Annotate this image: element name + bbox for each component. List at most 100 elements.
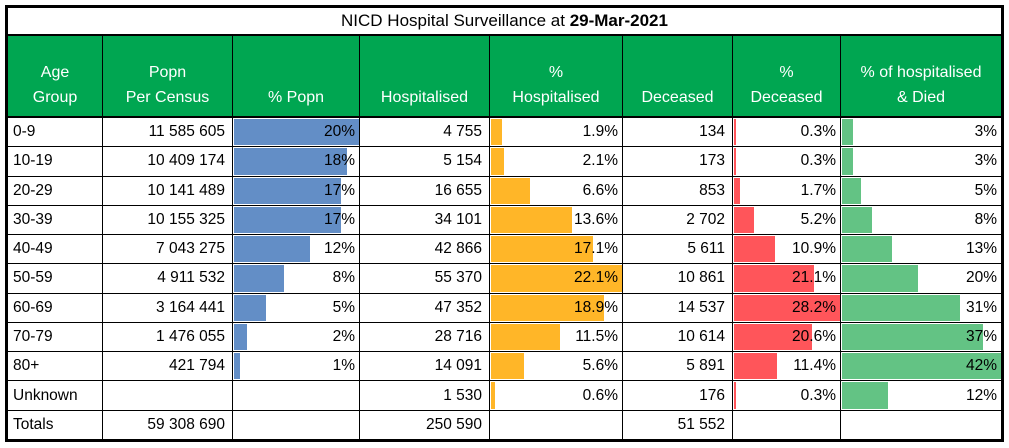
cell-pct_hosp[interactable]: 17.1% <box>490 235 623 264</box>
cell-pct_hosp_died[interactable]: 20% <box>841 264 1001 292</box>
cell-pct_dec[interactable]: 28.2% <box>733 293 841 322</box>
cell-popn[interactable]: 10 155 325 <box>103 205 233 235</box>
cell-pct_popn[interactable]: 18% <box>233 147 360 176</box>
cell-popn[interactable] <box>103 381 233 410</box>
cell-pct_hosp_died[interactable]: 3% <box>841 147 1001 175</box>
column-header-pct_dec[interactable]: % Deceased <box>733 36 841 116</box>
cell-pct_hosp[interactable]: 18.9% <box>490 293 623 322</box>
cell-pct_dec[interactable]: 21.1% <box>733 264 841 293</box>
cell-pct_dec[interactable]: 0.3% <box>733 381 841 410</box>
cell-age[interactable]: 50-59 <box>8 264 103 293</box>
cell-pct_hosp_died[interactable]: 3% <box>841 118 1001 146</box>
column-header-pct_hosp_died[interactable]: % of hospitalised & Died <box>860 63 982 107</box>
cell-hosp[interactable]: 250 590 <box>360 410 490 439</box>
cell-pct_hosp[interactable]: 22.1% <box>490 264 623 293</box>
cell-popn[interactable]: 10 141 489 <box>103 176 233 205</box>
cell-hosp[interactable]: 5 154 <box>360 147 490 176</box>
cell-popn[interactable]: 11 585 605 <box>103 118 233 147</box>
cell-popn[interactable]: 3 164 441 <box>103 293 233 322</box>
cell-pct_hosp[interactable] <box>490 410 623 439</box>
cell-age[interactable]: 70-79 <box>8 322 103 352</box>
cell-hosp[interactable]: 1 530 <box>360 381 490 410</box>
green-data-bar <box>842 119 854 146</box>
cell-pct_hosp[interactable]: 5.6% <box>490 352 623 381</box>
cell-hosp[interactable]: 4 755 <box>360 118 490 147</box>
cell-dec[interactable]: 173 <box>623 147 733 176</box>
cell-age[interactable]: Totals <box>8 410 103 439</box>
cell-age[interactable]: Unknown <box>8 381 103 410</box>
cell-pct_popn[interactable]: 17% <box>233 205 360 235</box>
cell-age[interactable]: 80+ <box>8 352 103 381</box>
cell-pct_hosp_died[interactable]: 37% <box>841 323 1001 351</box>
column-header-pct_hosp[interactable]: % Hospitalised <box>490 36 623 116</box>
cell-dec[interactable]: 5 891 <box>623 352 733 381</box>
cell-pct_popn[interactable]: 1% <box>233 352 360 381</box>
cell-hosp[interactable]: 14 091 <box>360 352 490 381</box>
cell-popn[interactable]: 1 476 055 <box>103 322 233 352</box>
cell-pct_dec[interactable] <box>733 410 841 439</box>
cell-hosp[interactable]: 16 655 <box>360 176 490 205</box>
column-header-popn[interactable]: Popn Per Census <box>103 36 233 116</box>
cell-dec[interactable]: 10 861 <box>623 264 733 293</box>
cell-value: 50-59 <box>13 269 53 287</box>
cell-pct_hosp[interactable]: 6.6% <box>490 176 623 205</box>
cell-dec[interactable]: 10 614 <box>623 322 733 352</box>
cell-value: 10 155 325 <box>147 210 225 228</box>
cell-pct_hosp_died[interactable]: 8% <box>841 206 1001 234</box>
cell-age[interactable]: 20-29 <box>8 176 103 205</box>
cell-dec[interactable]: 176 <box>623 381 733 410</box>
cell-pct_popn[interactable]: 5% <box>233 293 360 322</box>
cell-pct_hosp[interactable]: 0.6% <box>490 381 623 410</box>
cell-age[interactable]: 0-9 <box>8 118 103 147</box>
cell-dec[interactable]: 5 611 <box>623 235 733 264</box>
cell-hosp[interactable]: 42 866 <box>360 235 490 264</box>
column-header-dec[interactable]: Deceased <box>623 36 733 116</box>
cell-pct_popn[interactable]: 8% <box>233 264 360 293</box>
cell-pct_hosp_died[interactable] <box>841 411 1001 439</box>
cell-pct_hosp_died[interactable]: 5% <box>841 177 1001 205</box>
cell-pct_hosp[interactable]: 2.1% <box>490 147 623 176</box>
cell-popn[interactable]: 421 794 <box>103 352 233 381</box>
cell-pct_popn[interactable] <box>233 410 360 439</box>
cell-dec[interactable]: 853 <box>623 176 733 205</box>
cell-pct_popn[interactable]: 2% <box>233 322 360 352</box>
cell-pct_dec[interactable]: 0.3% <box>733 147 841 176</box>
cell-pct_dec[interactable]: 0.3% <box>733 118 841 147</box>
cell-pct_hosp_died[interactable]: 31% <box>841 294 1001 322</box>
cell-dec[interactable]: 14 537 <box>623 293 733 322</box>
cell-pct_dec[interactable]: 11.4% <box>733 352 841 381</box>
cell-hosp[interactable]: 47 352 <box>360 293 490 322</box>
column-header-pct_popn[interactable]: % Popn <box>233 36 360 116</box>
cell-pct_hosp_died[interactable]: 13% <box>841 235 1001 263</box>
cell-pct_hosp_died[interactable]: 12% <box>841 381 1001 409</box>
cell-pct_popn[interactable]: 12% <box>233 235 360 264</box>
cell-popn[interactable]: 10 409 174 <box>103 147 233 176</box>
cell-popn[interactable]: 59 308 690 <box>103 410 233 439</box>
cell-pct_popn[interactable]: 20% <box>233 118 360 147</box>
cell-dec[interactable]: 2 702 <box>623 205 733 235</box>
cell-pct_hosp[interactable]: 1.9% <box>490 118 623 147</box>
cell-pct_dec[interactable]: 1.7% <box>733 176 841 205</box>
cell-hosp[interactable]: 34 101 <box>360 205 490 235</box>
cell-age[interactable]: 10-19 <box>8 147 103 176</box>
cell-popn[interactable]: 4 911 532 <box>103 264 233 293</box>
cell-pct_popn[interactable]: 17% <box>233 176 360 205</box>
cell-pct_dec[interactable]: 20.6% <box>733 322 841 352</box>
bar-value-label: 12% <box>965 386 997 404</box>
cell-dec[interactable]: 51 552 <box>623 410 733 439</box>
cell-pct_dec[interactable]: 5.2% <box>733 205 841 235</box>
cell-pct_dec[interactable]: 10.9% <box>733 235 841 264</box>
cell-dec[interactable]: 134 <box>623 118 733 147</box>
cell-hosp[interactable]: 55 370 <box>360 264 490 293</box>
cell-popn[interactable]: 7 043 275 <box>103 235 233 264</box>
cell-age[interactable]: 40-49 <box>8 235 103 264</box>
cell-hosp[interactable]: 28 716 <box>360 322 490 352</box>
column-header-hosp[interactable]: Hospitalised <box>360 36 490 116</box>
cell-pct_hosp_died[interactable]: 42% <box>841 352 1001 380</box>
cell-pct_popn[interactable] <box>233 381 360 410</box>
cell-age[interactable]: 60-69 <box>8 293 103 322</box>
cell-pct_hosp[interactable]: 11.5% <box>490 322 623 352</box>
cell-age[interactable]: 30-39 <box>8 205 103 235</box>
column-header-age[interactable]: Age Group <box>8 36 103 116</box>
cell-pct_hosp[interactable]: 13.6% <box>490 205 623 235</box>
